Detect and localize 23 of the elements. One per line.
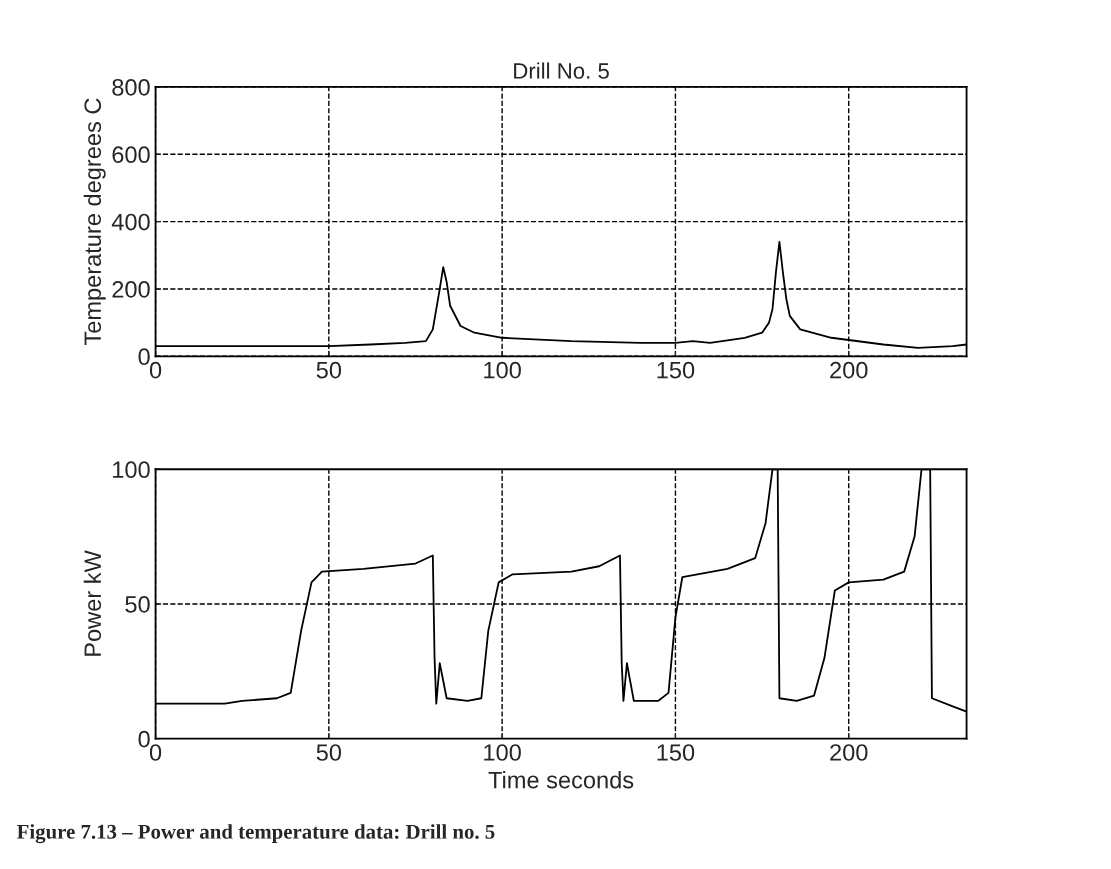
- y-tick-label: 600: [112, 146, 150, 164]
- x-tick-label: 100: [484, 361, 521, 379]
- y-tick-label: 0: [138, 730, 150, 748]
- x-tick-label: 0: [149, 361, 162, 379]
- y-axis-title: Temperature degrees C: [83, 98, 106, 346]
- x-tick-label: 200: [830, 361, 868, 379]
- x-tick-label: 50: [316, 361, 342, 379]
- y-tick-label: 800: [112, 78, 150, 96]
- y-tick-label: 50: [125, 596, 150, 613]
- y-tick-label: 200: [112, 281, 150, 298]
- chart-title: Drill No. 5: [514, 62, 609, 79]
- y-tick-label: 100: [113, 461, 150, 479]
- y-tick-label: 0: [138, 348, 150, 366]
- x-axis-title: Time seconds: [488, 771, 634, 789]
- x-tick-label: 50: [316, 744, 342, 761]
- caption: Figure 7.13 – Power and temperature data: Drill no. 5: [17, 824, 495, 844]
- x-tick-label: 100: [484, 744, 521, 761]
- y-tick-label: 400: [111, 213, 150, 231]
- y-axis-title: Power kW: [83, 550, 102, 656]
- x-tick-label: 200: [830, 744, 868, 761]
- x-tick-label: 0: [149, 744, 162, 761]
- x-tick-label: 150: [657, 744, 695, 761]
- x-tick-label: 150: [657, 361, 695, 379]
